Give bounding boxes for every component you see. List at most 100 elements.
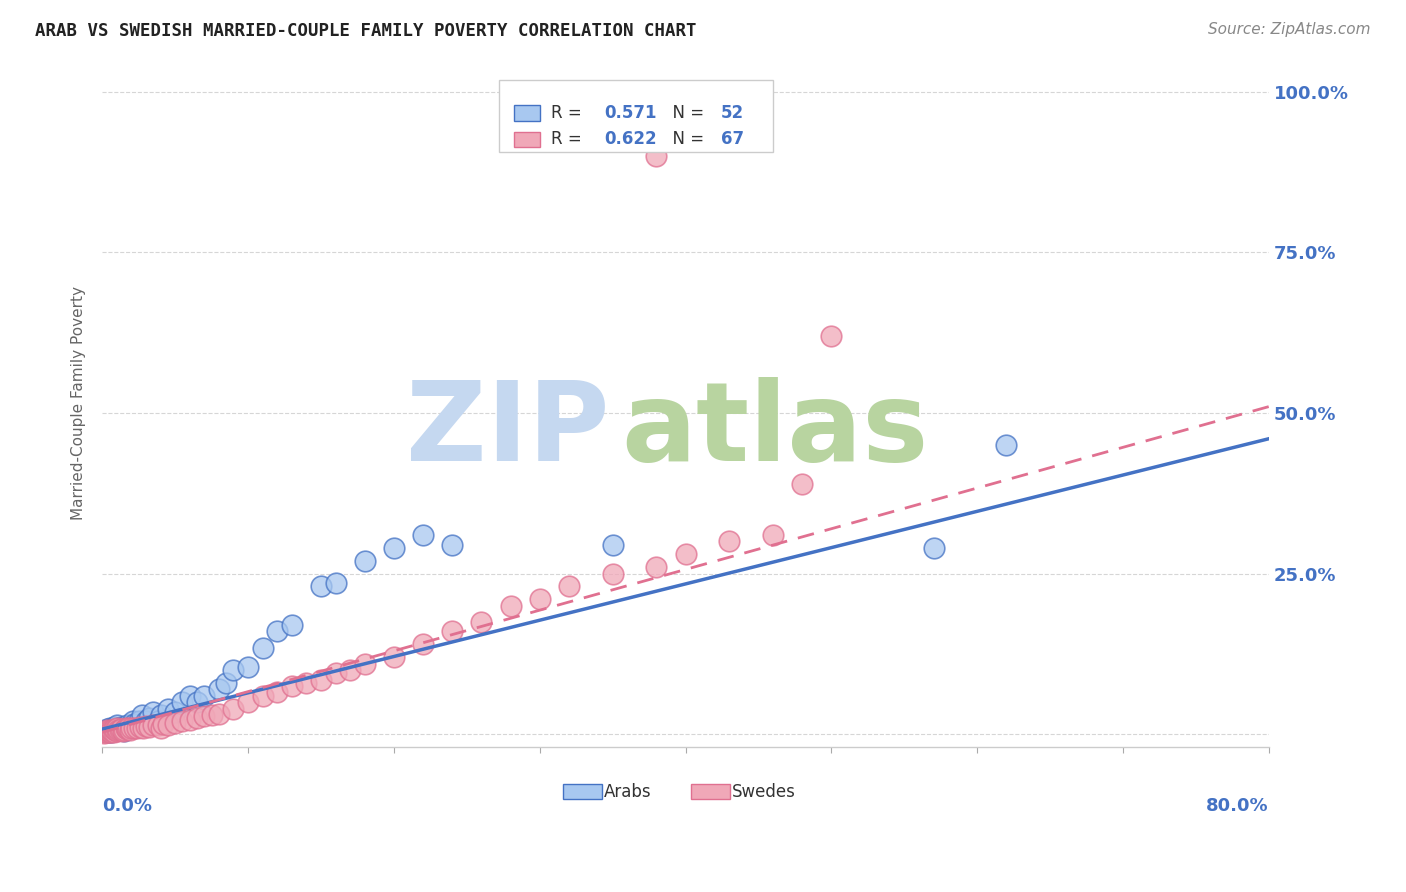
Point	[172, 695, 194, 709]
Point	[108, 723, 131, 738]
Point	[529, 592, 551, 607]
Point	[165, 715, 187, 730]
Point	[103, 720, 125, 734]
Point	[236, 695, 259, 709]
Point	[96, 723, 118, 738]
Point	[118, 723, 141, 737]
Point	[98, 723, 121, 738]
Point	[309, 579, 332, 593]
Point	[96, 722, 118, 736]
Point	[111, 722, 134, 736]
Text: 0.0%: 0.0%	[103, 797, 152, 814]
Point	[115, 722, 138, 736]
Text: Source: ZipAtlas.com: Source: ZipAtlas.com	[1208, 22, 1371, 37]
Point	[105, 724, 128, 739]
Point	[675, 547, 697, 561]
Text: Swedes: Swedes	[733, 783, 796, 801]
Point	[115, 718, 138, 732]
Point	[186, 695, 208, 709]
Point	[295, 676, 318, 690]
Point	[138, 720, 160, 734]
Point	[792, 476, 814, 491]
Point	[252, 640, 274, 655]
Point	[103, 724, 125, 739]
Text: 0.622: 0.622	[605, 130, 657, 148]
Text: N =: N =	[662, 104, 710, 122]
Point	[208, 706, 231, 721]
Point	[97, 724, 120, 739]
Point	[762, 528, 785, 542]
Y-axis label: Married-Couple Family Poverty: Married-Couple Family Poverty	[72, 286, 86, 520]
Point	[995, 438, 1018, 452]
Point	[135, 714, 157, 729]
Text: ZIP: ZIP	[406, 377, 610, 484]
Point	[179, 689, 201, 703]
Point	[142, 705, 165, 719]
Point	[131, 708, 153, 723]
Point	[100, 724, 122, 739]
Point	[266, 624, 288, 639]
Text: R =: R =	[551, 104, 593, 122]
Point	[325, 666, 347, 681]
Point	[645, 560, 668, 574]
Text: R =: R =	[551, 130, 593, 148]
Point	[382, 541, 405, 555]
Point	[120, 721, 142, 735]
Point	[186, 711, 208, 725]
Point	[200, 708, 222, 723]
Point	[645, 149, 668, 163]
Point	[149, 721, 172, 735]
Point	[412, 637, 434, 651]
Point	[114, 721, 136, 735]
Point	[146, 718, 169, 732]
Point	[179, 713, 201, 727]
Point	[156, 701, 179, 715]
Point	[281, 679, 304, 693]
Bar	[515, 105, 540, 120]
Text: 52: 52	[721, 104, 744, 122]
Point	[222, 701, 245, 715]
Point	[98, 721, 121, 735]
Point	[470, 615, 492, 629]
Point	[121, 714, 143, 729]
Text: 0.571: 0.571	[605, 104, 657, 122]
Point	[156, 717, 179, 731]
Point	[281, 618, 304, 632]
Point	[266, 685, 288, 699]
Text: Arabs: Arabs	[605, 783, 651, 801]
Point	[146, 714, 169, 729]
Point	[117, 722, 139, 736]
Point	[339, 663, 361, 677]
Text: atlas: atlas	[621, 377, 929, 484]
Point	[152, 717, 174, 731]
Point	[93, 726, 115, 740]
Point	[108, 723, 131, 738]
Point	[114, 721, 136, 735]
Point	[105, 717, 128, 731]
Point	[124, 721, 146, 735]
Point	[104, 722, 127, 736]
Point	[120, 717, 142, 731]
Point	[172, 714, 194, 729]
Point	[94, 724, 117, 739]
Point	[97, 725, 120, 739]
Point	[353, 554, 375, 568]
Point	[117, 721, 139, 735]
FancyBboxPatch shape	[499, 80, 773, 153]
Point	[558, 579, 581, 593]
Point	[215, 676, 238, 690]
Point	[110, 720, 132, 734]
Point	[112, 723, 135, 737]
Point	[252, 689, 274, 703]
Point	[441, 538, 464, 552]
Point	[602, 566, 624, 581]
Bar	[515, 132, 540, 147]
Point	[309, 673, 332, 687]
Bar	[692, 784, 730, 799]
Point	[353, 657, 375, 671]
Point	[107, 723, 129, 737]
Point	[129, 720, 152, 734]
Point	[193, 709, 215, 723]
Point	[236, 660, 259, 674]
Point	[127, 722, 149, 736]
